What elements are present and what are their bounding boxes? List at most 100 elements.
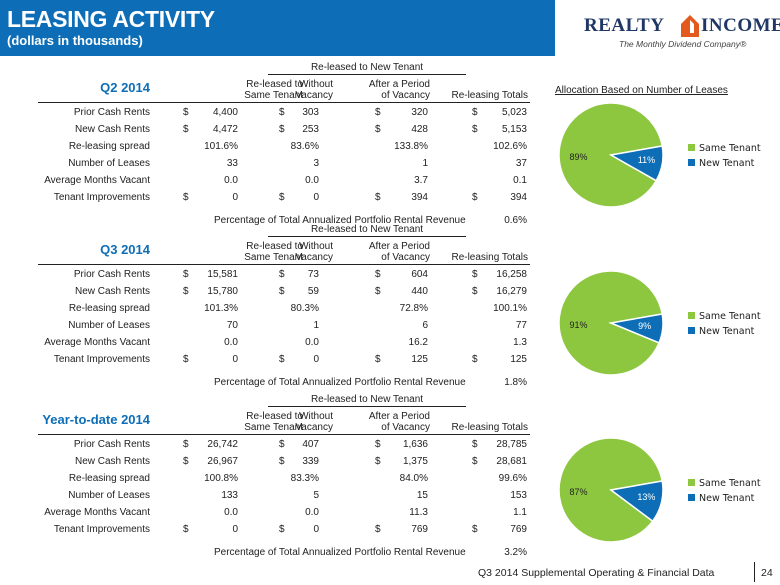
cell-value: 101.3%: [204, 303, 238, 314]
column-header: Without Vacancy: [243, 411, 333, 433]
cell-value: 4,472: [212, 124, 238, 135]
table-row: Number of Leases 133 5 15 153: [38, 488, 530, 504]
cell-value: 28,785: [496, 439, 527, 450]
table-row: Tenant Improvements $0 $0 $769 $769: [38, 522, 530, 538]
percentage-value: 1.8%: [504, 377, 527, 388]
cell-value: 1: [313, 320, 319, 331]
cell-value: 125: [411, 354, 428, 365]
legend-same-tenant: Same Tenant: [688, 311, 761, 322]
row-label: Prior Cash Rents: [73, 439, 150, 450]
column-header: Re-leased to Same Tenant: [138, 241, 303, 263]
table-row: Average Months Vacant 0.0 0.0 16.2 1.3: [38, 335, 530, 351]
table-row: New Cash Rents $4,472 $253 $428 $5,153: [38, 122, 530, 138]
table-row: Re-leasing spread 101.6% 83.6% 133.8% 102.6%: [38, 139, 530, 155]
cell-value: 153: [510, 490, 527, 501]
column-header-line: Without: [299, 411, 333, 422]
pie-label-same: 89%: [569, 152, 588, 162]
currency-symbol: $: [183, 439, 189, 450]
currency-symbol: $: [375, 124, 381, 135]
percentage-label: Percentage of Total Annualized Portfolio…: [214, 215, 466, 226]
percentage-label: Percentage of Total Annualized Portfolio…: [214, 377, 466, 388]
cell-value: 320: [411, 107, 428, 118]
cell-value: 28,681: [496, 456, 527, 467]
pie-chart: [558, 102, 664, 208]
column-header: Without Vacancy: [243, 79, 333, 101]
cell-value: 1.3: [513, 337, 527, 348]
currency-symbol: $: [279, 354, 285, 365]
page-number: 24: [761, 567, 773, 579]
percentage-label: Percentage of Total Annualized Portfolio…: [214, 547, 466, 558]
currency-symbol: $: [472, 124, 478, 135]
currency-symbol: $: [279, 192, 285, 203]
cell-value: 4,400: [212, 107, 238, 118]
cell-value: 26,742: [207, 439, 238, 450]
currency-symbol: $: [375, 269, 381, 280]
logo-house-icon: [681, 15, 699, 37]
legend-label: Same Tenant: [699, 143, 761, 154]
header-rule: [38, 434, 530, 435]
row-label: Number of Leases: [68, 490, 150, 501]
row-label: Prior Cash Rents: [73, 269, 150, 280]
currency-symbol: $: [279, 439, 285, 450]
table-row: Number of Leases 33 3 1 37: [38, 156, 530, 172]
logo-word-left: REALTY: [584, 15, 665, 36]
cell-value: 3: [313, 158, 319, 169]
cell-value: 0: [313, 192, 319, 203]
column-header-line: Without: [299, 79, 333, 90]
cell-value: 15,780: [207, 286, 238, 297]
logo-word-right: INCOME: [701, 15, 780, 36]
row-label: Tenant Improvements: [53, 524, 150, 535]
row-label: New Cash Rents: [74, 286, 150, 297]
percentage-row: Percentage of Total Annualized Portfolio…: [38, 545, 530, 561]
cell-value: 0.0: [224, 337, 238, 348]
group-underline: [268, 406, 466, 407]
legend-swatch-new: [688, 327, 695, 334]
column-header-line: Vacancy: [295, 90, 333, 101]
cell-value: 0: [232, 354, 238, 365]
cell-value: 72.8%: [399, 303, 428, 314]
table-row: Prior Cash Rents $26,742 $407 $1,636 $28,785: [38, 437, 530, 453]
cell-value: 0.0: [305, 507, 319, 518]
currency-symbol: $: [472, 192, 478, 203]
cell-value: 0.0: [305, 175, 319, 186]
legend-label: New Tenant: [699, 493, 755, 504]
currency-symbol: $: [279, 269, 285, 280]
column-header-totals: Re-leasing Totals: [451, 422, 528, 433]
currency-symbol: $: [472, 286, 478, 297]
column-header: Without Vacancy: [243, 241, 333, 263]
currency-symbol: $: [375, 192, 381, 203]
cell-value: 101.6%: [204, 141, 238, 152]
percentage-row: Percentage of Total Annualized Portfolio…: [38, 375, 530, 391]
row-label: Tenant Improvements: [53, 354, 150, 365]
row-label: New Cash Rents: [74, 124, 150, 135]
column-header-line: After a Period: [368, 411, 430, 422]
group-header: Re-leased to New Tenant: [310, 394, 424, 405]
currency-symbol: $: [375, 107, 381, 118]
cell-value: 15,581: [207, 269, 238, 280]
logo-tagline: The Monthly Dividend Company®: [619, 39, 747, 49]
group-underline: [268, 236, 466, 237]
table-row: Tenant Improvements $0 $0 $125 $125: [38, 352, 530, 368]
legend-swatch-same: [688, 144, 695, 151]
row-label: Re-leasing spread: [68, 473, 150, 484]
legend-swatch-same: [688, 479, 695, 486]
cell-value: 394: [510, 192, 527, 203]
pie-slice-new-tenant: [609, 480, 664, 523]
cell-value: 59: [307, 286, 319, 297]
table-row: New Cash Rents $26,967 $339 $1,375 $28,681: [38, 454, 530, 470]
leasing-table: Re-leased to New Tenant Year-to-date 2014…: [38, 394, 530, 558]
footer-text: Q3 2014 Supplemental Operating & Financi…: [478, 567, 715, 579]
table-row: Average Months Vacant 0.0 0.0 3.7 0.1: [38, 173, 530, 189]
cell-value: 133: [221, 490, 238, 501]
cell-value: 1: [422, 158, 428, 169]
row-label: Prior Cash Rents: [73, 107, 150, 118]
row-label: Number of Leases: [68, 320, 150, 331]
legend-same-tenant: Same Tenant: [688, 143, 761, 154]
pie-chart: [558, 270, 664, 376]
page-title: LEASING ACTIVITY: [7, 6, 215, 32]
company-logo: REALTY INCOME The Monthly Dividend Compa…: [574, 15, 780, 55]
cell-value: 33: [226, 158, 238, 169]
cell-value: 0.0: [305, 337, 319, 348]
pie-label-new: 9%: [638, 320, 652, 331]
table-row: Re-leasing spread 100.8% 83.3% 84.0% 99.6%: [38, 471, 530, 487]
